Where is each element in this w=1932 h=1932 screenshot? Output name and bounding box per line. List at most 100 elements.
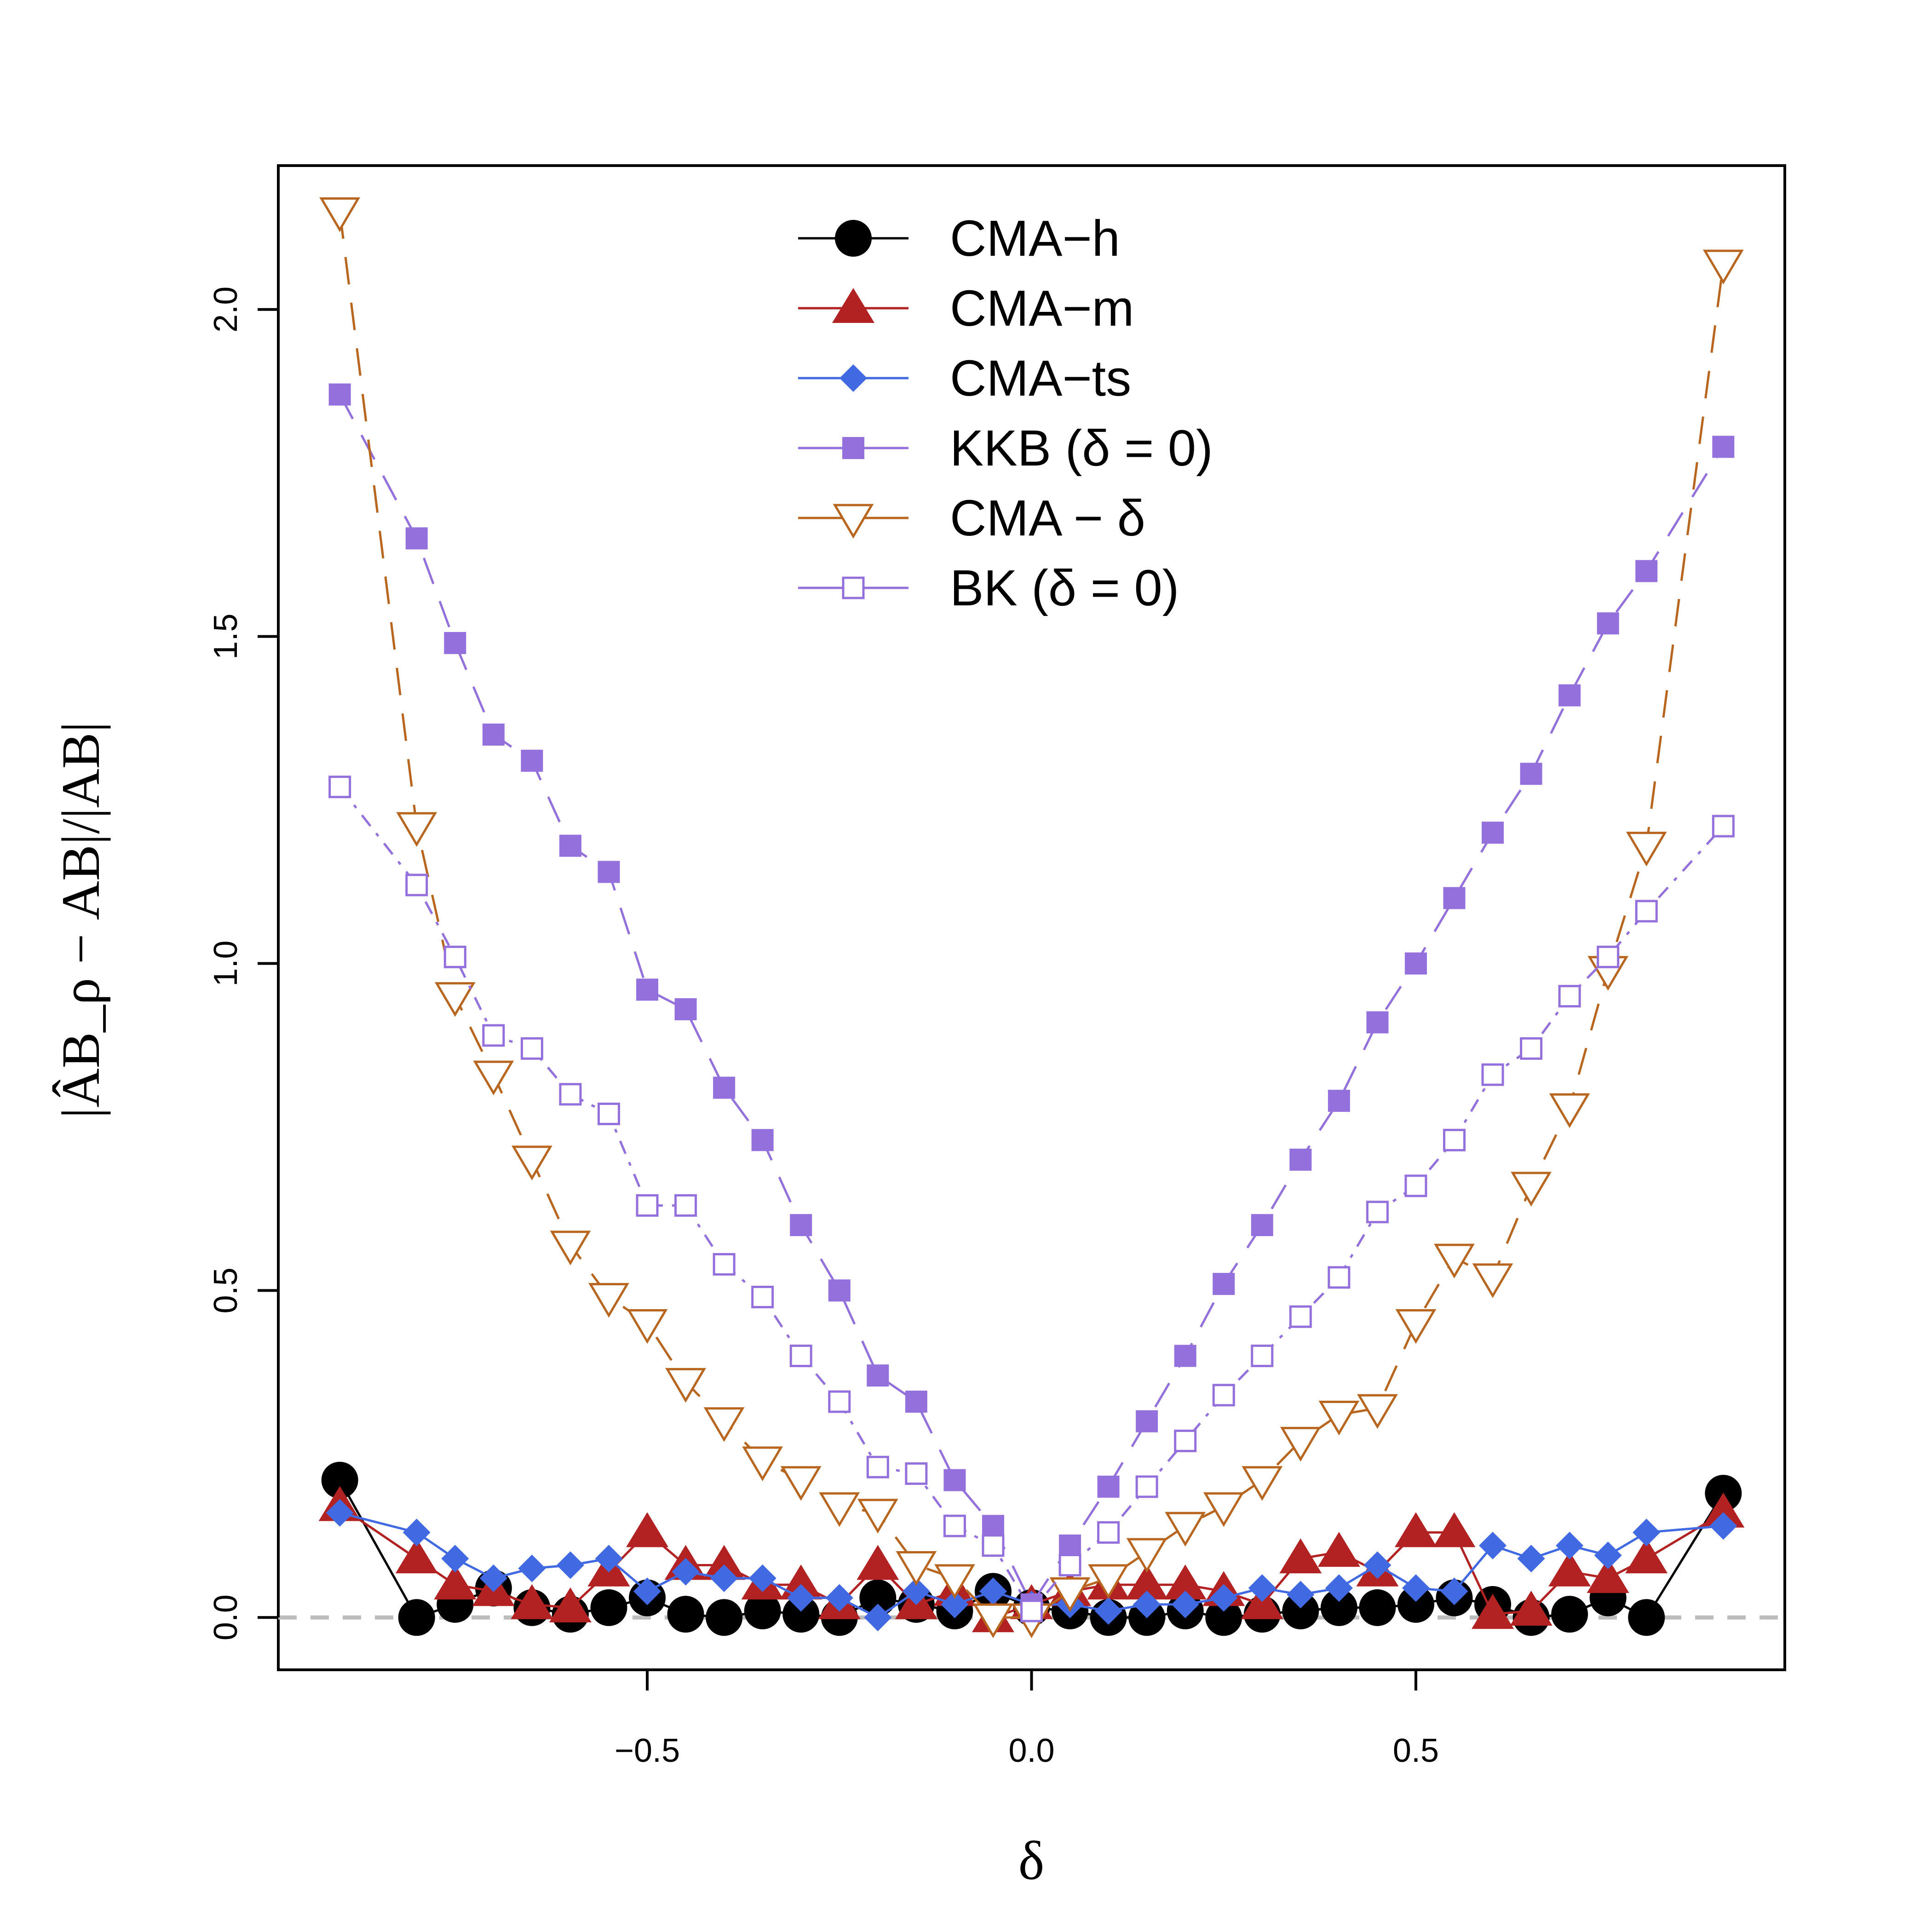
data-point xyxy=(979,1577,1007,1605)
y-tick-label: 0.5 xyxy=(207,1267,244,1313)
series-line xyxy=(339,211,1725,1619)
x-tick-label: 0.5 xyxy=(1393,1732,1439,1769)
data-point xyxy=(1702,1492,1745,1528)
data-point xyxy=(1359,1589,1396,1626)
data-point xyxy=(713,1253,736,1276)
data-point xyxy=(1597,945,1620,968)
legend-label: KKB (δ = 0) xyxy=(950,420,1213,477)
data-point xyxy=(1597,612,1619,635)
data-point xyxy=(1174,1429,1197,1452)
axes-layer: −0.5 0.0 0.5 0.0 0.5 1.0 1.5 2.0 xyxy=(207,287,1439,1769)
data-point xyxy=(1712,815,1735,838)
y-axis-title: |ÂB_ρ − AB|/|AB| xyxy=(51,722,111,1118)
legend-label: CMA−m xyxy=(950,280,1134,337)
data-point xyxy=(1517,1545,1545,1573)
data-point xyxy=(1203,1492,1244,1527)
data-point xyxy=(751,1129,774,1151)
data-point xyxy=(1472,1263,1513,1298)
data-point xyxy=(1635,900,1658,923)
data-point xyxy=(1587,1558,1629,1593)
data-point xyxy=(1548,1551,1591,1587)
data-point xyxy=(1549,1093,1590,1128)
data-point xyxy=(520,1037,543,1060)
data-point xyxy=(1402,1574,1430,1602)
data-point xyxy=(512,1145,552,1180)
data-point xyxy=(1020,1599,1043,1622)
data-point xyxy=(1366,1011,1389,1034)
data-point xyxy=(780,1564,822,1600)
data-point xyxy=(1136,1410,1158,1432)
data-point xyxy=(321,1461,358,1499)
data-point xyxy=(1094,1597,1122,1625)
data-point xyxy=(1205,1599,1242,1636)
legend-marker xyxy=(832,288,874,323)
data-point xyxy=(1558,684,1581,707)
data-point xyxy=(787,1584,815,1612)
data-point xyxy=(790,1214,812,1236)
data-point xyxy=(444,632,466,654)
legend-label: CMA − δ xyxy=(950,490,1145,546)
data-point xyxy=(934,1564,975,1599)
data-point xyxy=(1059,1534,1081,1557)
data-point xyxy=(1628,1599,1665,1636)
data-point xyxy=(1279,1538,1322,1574)
data-point xyxy=(857,1499,898,1534)
data-point xyxy=(1626,832,1667,867)
data-point xyxy=(1472,1594,1514,1629)
data-point xyxy=(905,1462,928,1485)
series-4 xyxy=(319,197,1744,1639)
data-point xyxy=(703,1545,746,1580)
data-point xyxy=(1558,985,1581,1008)
data-point xyxy=(328,776,351,799)
data-point xyxy=(405,527,428,550)
x-tick-label: 0.0 xyxy=(1008,1732,1054,1769)
data-point xyxy=(1318,1401,1360,1436)
data-point xyxy=(1635,560,1658,582)
series-line xyxy=(339,786,1725,1613)
data-point xyxy=(859,1579,897,1616)
data-point xyxy=(319,197,361,232)
data-point xyxy=(1165,1512,1206,1547)
data-point xyxy=(672,1558,700,1586)
data-point xyxy=(598,861,620,883)
y-tick-label: 0.0 xyxy=(207,1594,244,1640)
data-point xyxy=(326,1499,354,1527)
data-point xyxy=(819,1492,860,1527)
data-point xyxy=(1366,1201,1389,1224)
data-point xyxy=(1126,1538,1167,1573)
data-point xyxy=(473,1060,514,1096)
series-2 xyxy=(326,1499,1737,1632)
data-point xyxy=(595,1545,623,1573)
data-point xyxy=(627,1309,668,1344)
data-point xyxy=(549,1587,592,1622)
data-point xyxy=(1481,1063,1504,1086)
data-point xyxy=(780,1466,822,1501)
series-3 xyxy=(328,383,1735,1616)
data-point xyxy=(1395,1309,1437,1344)
legend-marker xyxy=(835,220,872,257)
data-point xyxy=(626,1512,669,1547)
data-point xyxy=(434,1564,477,1600)
data-point xyxy=(1251,1345,1274,1368)
data-point xyxy=(398,1599,435,1636)
legend: CMA−h CMA−m CMA−ts KKB (δ = 0) CMA − δ BK (δ … xyxy=(798,210,1213,616)
data-point xyxy=(559,834,581,857)
data-point xyxy=(943,1469,966,1491)
data-point xyxy=(1556,1531,1584,1559)
y-tick-label: 1.0 xyxy=(207,940,244,986)
data-point xyxy=(1520,763,1542,785)
data-point xyxy=(982,1515,1004,1537)
x-tick-label: −0.5 xyxy=(615,1732,680,1769)
data-point xyxy=(1282,1593,1319,1630)
data-point xyxy=(633,1577,661,1605)
legend-marker xyxy=(842,437,864,459)
x-axis-title: δ xyxy=(1018,1830,1045,1891)
data-point xyxy=(943,1514,966,1537)
data-point xyxy=(1440,1577,1468,1605)
data-point xyxy=(1443,1128,1466,1151)
data-point xyxy=(405,874,428,897)
data-point xyxy=(941,1590,969,1618)
data-point xyxy=(395,1538,438,1574)
data-point xyxy=(703,1407,745,1442)
